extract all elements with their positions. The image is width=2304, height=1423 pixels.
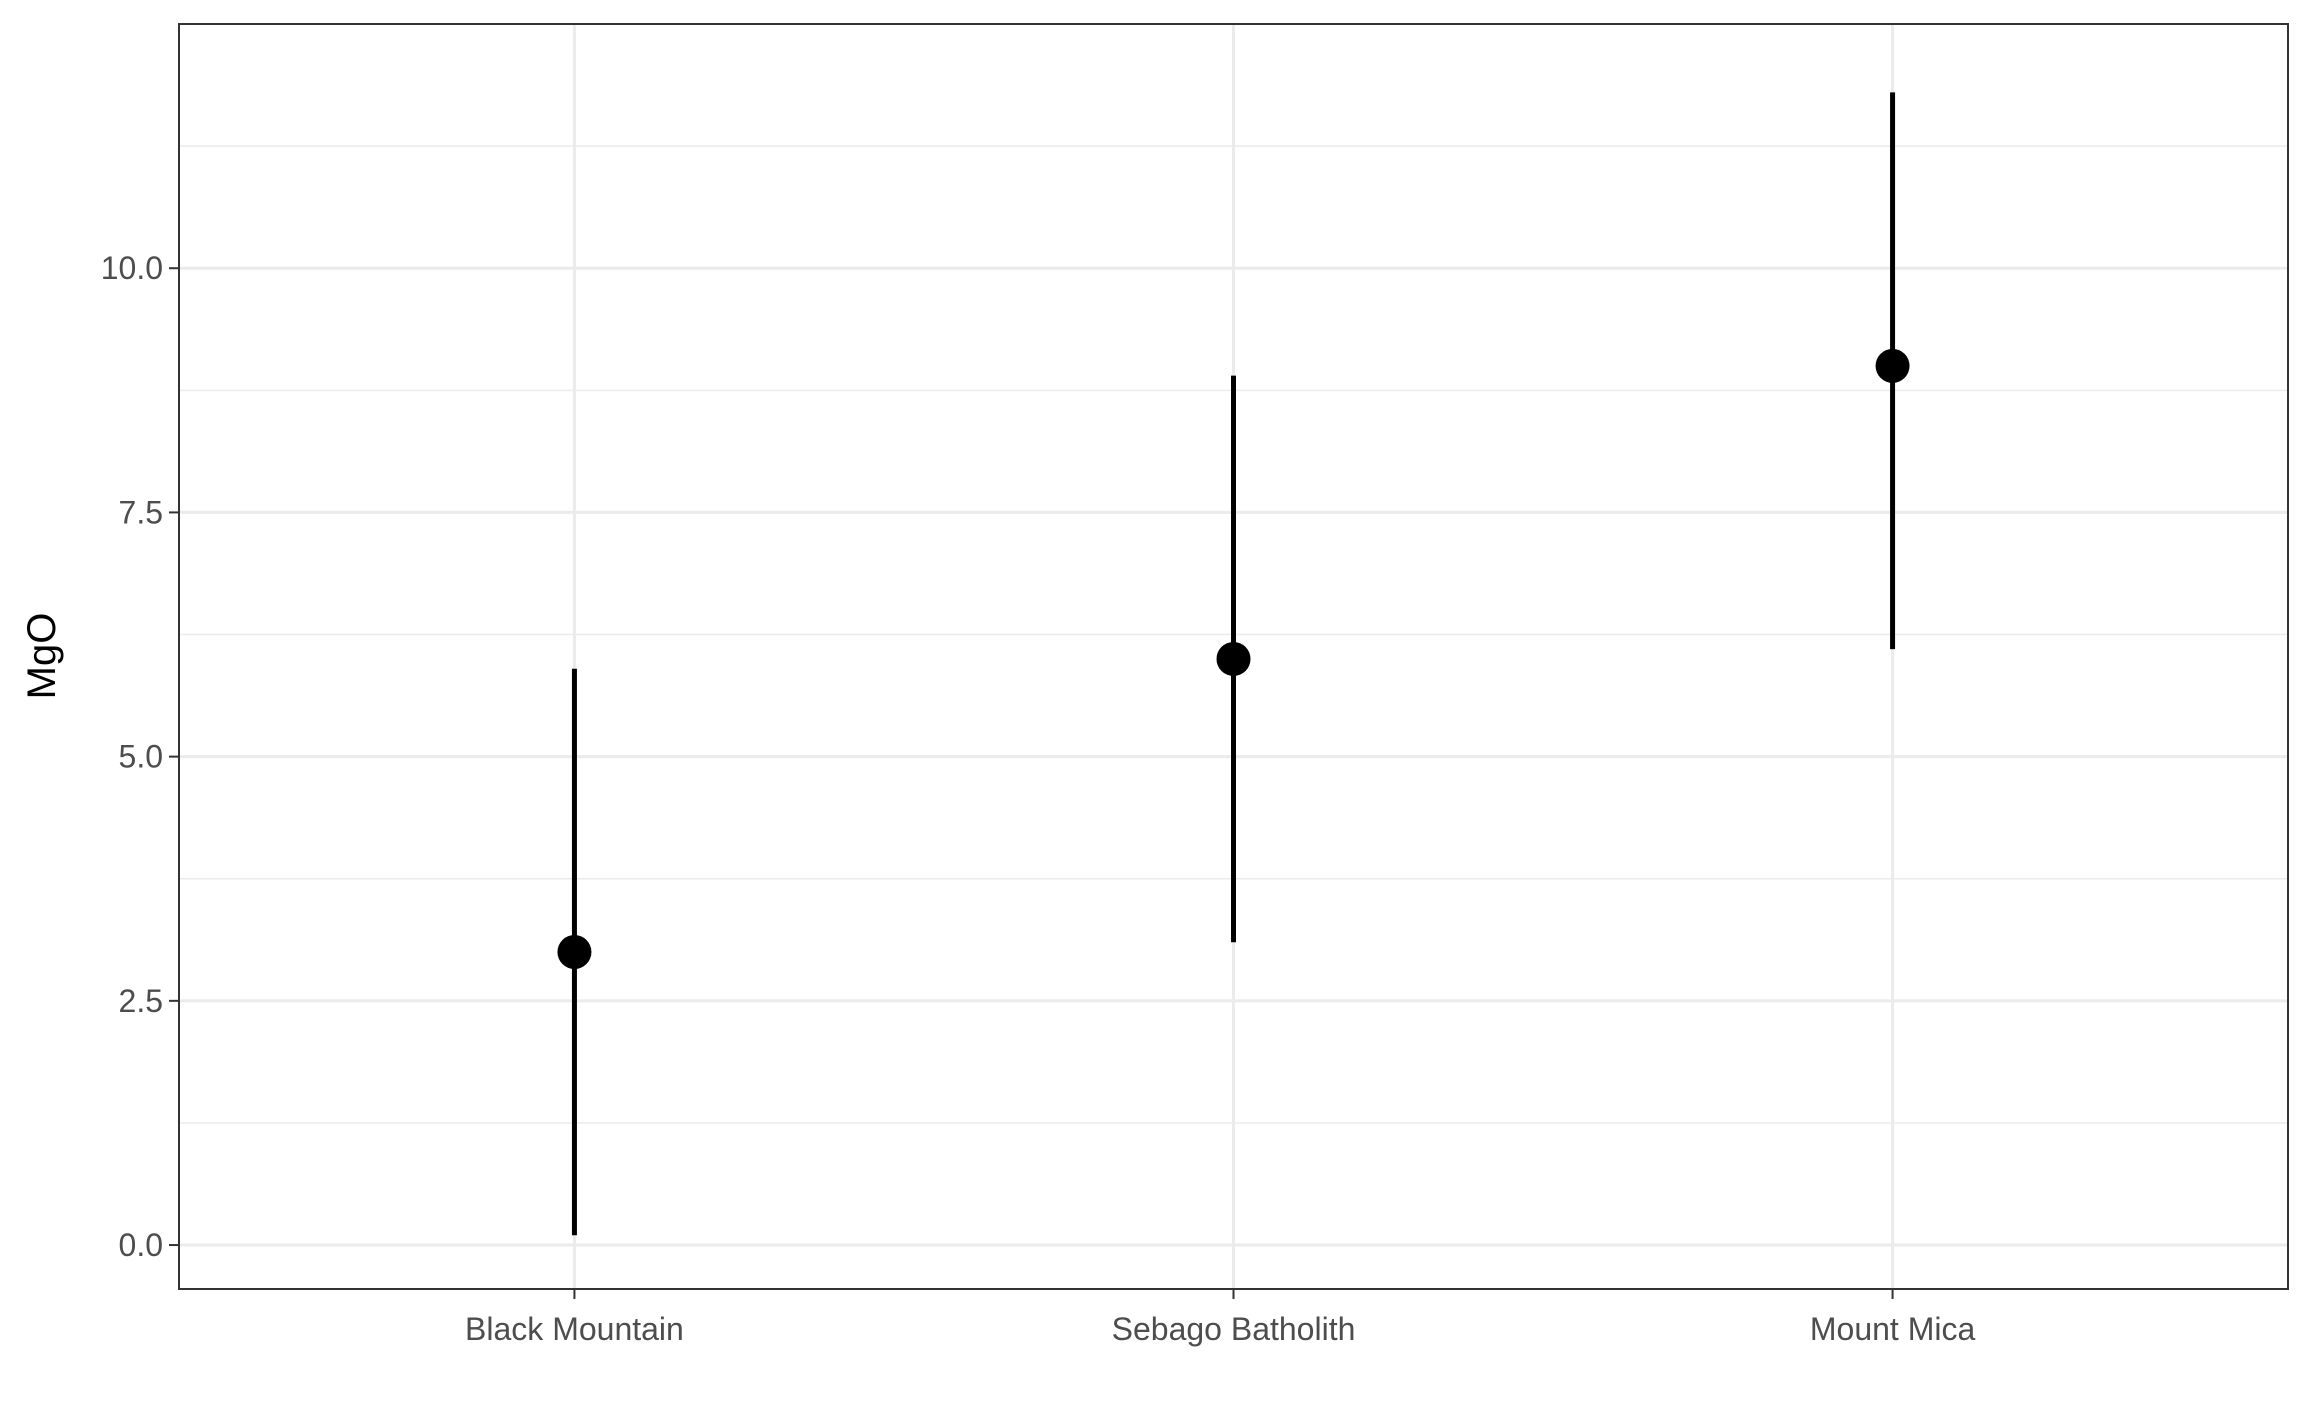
y-tick-label: 7.5 (119, 494, 163, 530)
x-tick-label: Sebago Batholith (1112, 1311, 1356, 1347)
y-axis-title: MgO (20, 613, 64, 700)
data-point (1875, 348, 1910, 383)
y-axis-ticks: 0.0 2.5 5.0 7.5 10.0 (101, 250, 179, 1263)
x-axis-ticks: Black Mountain Sebago Batholith Mount Mica (465, 1289, 1975, 1347)
data-point (1216, 641, 1251, 676)
data-points (557, 348, 1910, 969)
y-tick-label: 2.5 (119, 983, 163, 1019)
y-tick-label: 10.0 (101, 250, 163, 286)
x-tick-label: Black Mountain (465, 1311, 684, 1347)
y-tick-label: 0.0 (119, 1227, 163, 1263)
x-tick-label: Mount Mica (1810, 1311, 1976, 1347)
data-point (557, 934, 592, 969)
y-tick-label: 5.0 (119, 739, 163, 775)
